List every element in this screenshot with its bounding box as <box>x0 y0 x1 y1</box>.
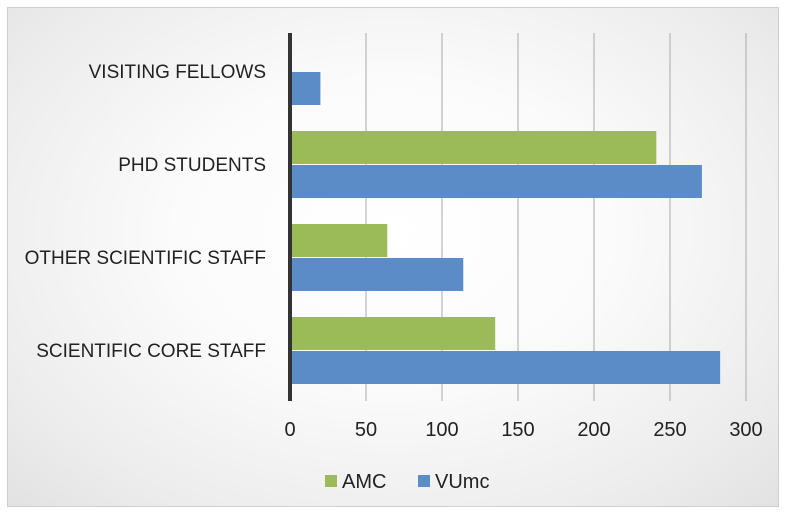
legend-swatch-amc <box>325 475 337 487</box>
x-tick-label: 250 <box>653 419 686 441</box>
x-tick-label: 150 <box>501 419 534 441</box>
x-tick-label: 300 <box>729 419 762 441</box>
category-label: OTHER SCIENTIFIC STAFF <box>25 248 266 269</box>
legend-label-vumc: VUmc <box>435 471 489 493</box>
bar-vumc-scientific-core-staff <box>290 351 721 384</box>
bars <box>290 72 721 384</box>
x-tick-label: 0 <box>284 419 295 441</box>
x-tick-label: 200 <box>577 419 610 441</box>
legend: AMC VUmc <box>325 471 489 493</box>
legend-swatch-vumc <box>418 475 430 487</box>
bar-vumc-phd-students <box>290 165 702 198</box>
bar-amc-other-scientific-staff <box>290 224 388 257</box>
category-label: VISITING FELLOWS <box>89 62 266 83</box>
bar-amc-scientific-core-staff <box>290 317 496 350</box>
bar-chart: 0 50 100 150 200 250 300 SCIENTIFIC CORE STAFF O… <box>25 33 763 493</box>
category-label: SCIENTIFIC CORE STAFF <box>36 341 266 362</box>
chart-area: 0 50 100 150 200 250 300 SCIENTIFIC CORE STAFF O… <box>7 7 779 507</box>
x-tick-label: 50 <box>355 419 377 441</box>
x-tick-label: 100 <box>425 419 458 441</box>
bar-vumc-visiting-fellows <box>290 72 321 105</box>
axes: 0 50 100 150 200 250 300 SCIENTIFIC CORE STAFF O… <box>25 33 763 441</box>
legend-label-amc: AMC <box>342 471 386 493</box>
bar-amc-phd-students <box>290 131 657 164</box>
category-label: PHD STUDENTS <box>118 155 266 176</box>
bar-vumc-other-scientific-staff <box>290 258 464 291</box>
